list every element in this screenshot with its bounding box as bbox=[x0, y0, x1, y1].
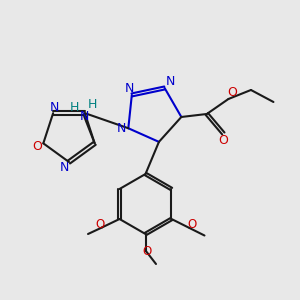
Text: O: O bbox=[142, 244, 152, 258]
Text: N: N bbox=[60, 161, 69, 174]
Text: O: O bbox=[187, 218, 196, 232]
Text: O: O bbox=[95, 218, 104, 231]
Text: H: H bbox=[88, 98, 97, 111]
Text: N: N bbox=[117, 122, 126, 135]
Text: O: O bbox=[227, 86, 237, 99]
Text: O: O bbox=[32, 140, 42, 153]
Text: O: O bbox=[218, 134, 228, 147]
Text: H: H bbox=[70, 101, 79, 114]
Text: N: N bbox=[80, 110, 89, 123]
Text: N: N bbox=[50, 101, 59, 114]
Text: N: N bbox=[125, 82, 134, 95]
Text: N: N bbox=[165, 76, 175, 88]
